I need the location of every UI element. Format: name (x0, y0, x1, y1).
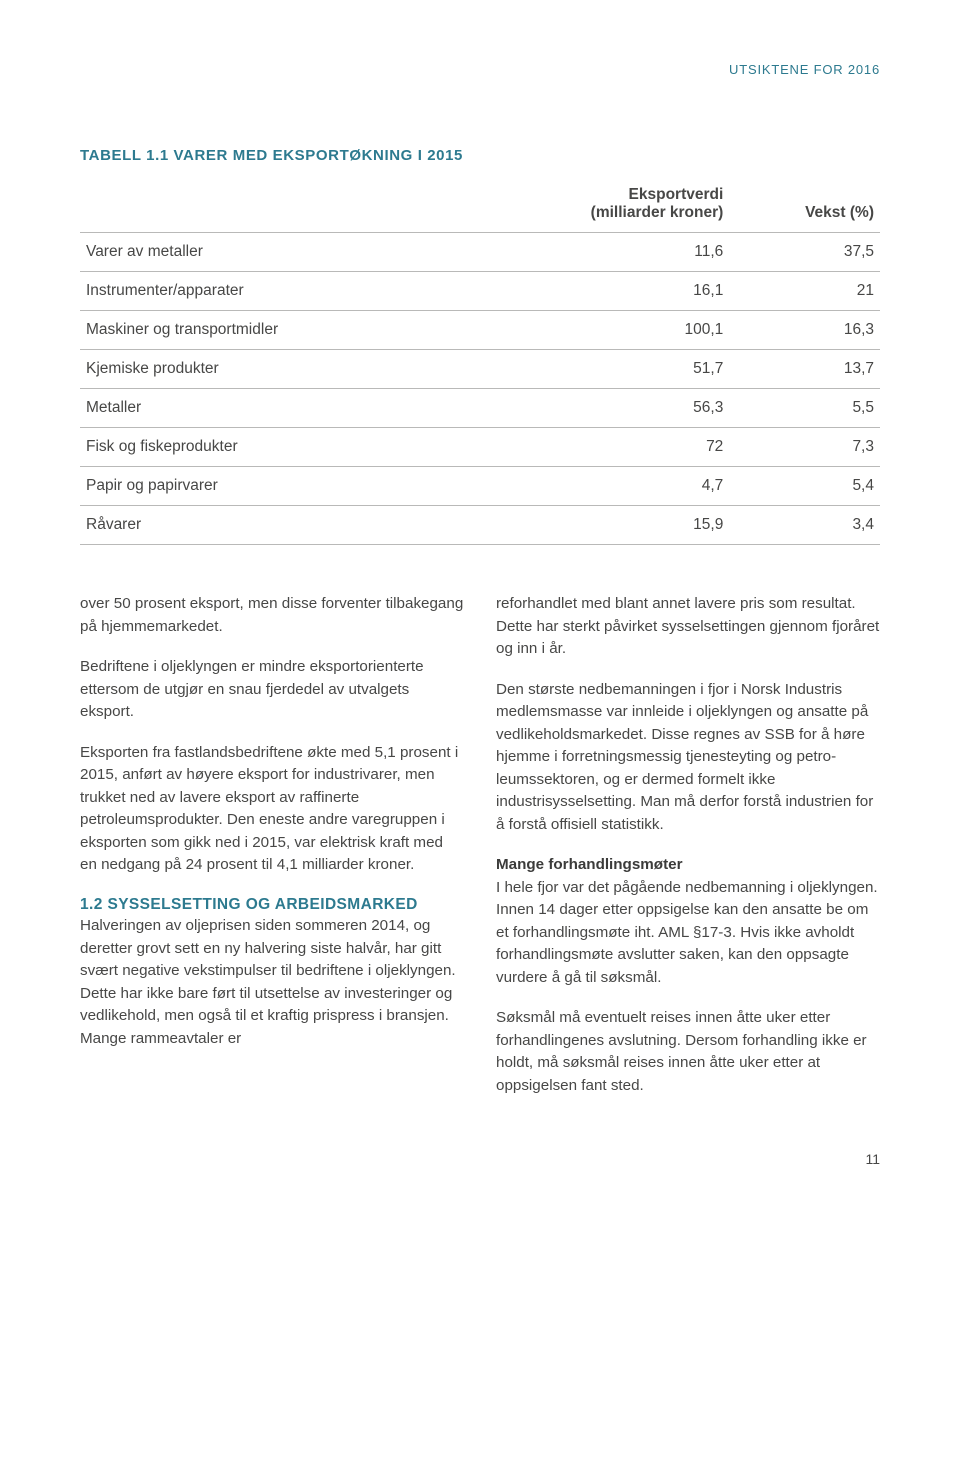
table-row: Fisk og fiskeprodukter 72 7,3 (80, 428, 880, 467)
cell-value: 16,1 (460, 272, 729, 311)
page-number: 11 (80, 1151, 880, 1167)
cell-growth: 3,4 (729, 506, 880, 545)
cell-growth: 7,3 (729, 428, 880, 467)
cell-growth: 16,3 (729, 311, 880, 350)
cell-label: Fisk og fiskeprodukter (80, 428, 460, 467)
cell-value: 15,9 (460, 506, 729, 545)
table-row: Papir og papirvarer 4,7 5,4 (80, 467, 880, 506)
cell-label: Kjemiske produkter (80, 350, 460, 389)
table-row: Instrumenter/apparater 16,1 21 (80, 272, 880, 311)
table-row: Maskiner og transportmidler 100,1 16,3 (80, 311, 880, 350)
cell-value: 51,7 (460, 350, 729, 389)
left-column: over 50 prosent eksport, men disse forve… (80, 593, 464, 1115)
paragraph: over 50 prosent eksport, men disse forve… (80, 593, 464, 638)
table-body: Varer av metaller 11,6 37,5 Instrumenter… (80, 233, 880, 545)
paragraph: Halveringen av oljeprisen siden sommeren… (80, 917, 456, 1047)
cell-growth: 5,4 (729, 467, 880, 506)
table-header-row: Eksportverdi (milliarder kroner) Vekst (… (80, 178, 880, 233)
cell-value: 56,3 (460, 389, 729, 428)
section-heading: 1.2 SYSSELSETTING OG ARBEIDSMARKED (80, 895, 464, 916)
table-row: Metaller 56,3 5,5 (80, 389, 880, 428)
table-row: Varer av metaller 11,6 37,5 (80, 233, 880, 272)
table-title: TABELL 1.1 VARER MED EKSPORTØKNING I 201… (80, 147, 880, 164)
right-column: reforhandlet med blant annet lavere pris… (496, 593, 880, 1115)
col-header-eksportverdi: Eksportverdi (milliarder kroner) (460, 178, 729, 233)
cell-label: Papir og papirvarer (80, 467, 460, 506)
cell-label: Varer av metaller (80, 233, 460, 272)
cell-value: 4,7 (460, 467, 729, 506)
table-row: Kjemiske produkter 51,7 13,7 (80, 350, 880, 389)
paragraph: I hele fjor var det pågående nedbemannin… (496, 879, 878, 986)
cell-value: 100,1 (460, 311, 729, 350)
header-section-label: UTSIKTENE FOR 2016 (80, 62, 880, 77)
cell-growth: 13,7 (729, 350, 880, 389)
paragraph: reforhandlet med blant annet lavere pris… (496, 593, 880, 661)
body-columns: over 50 prosent eksport, men disse forve… (80, 593, 880, 1115)
cell-label: Instrumenter/apparater (80, 272, 460, 311)
cell-growth: 21 (729, 272, 880, 311)
cell-value: 11,6 (460, 233, 729, 272)
col-header-blank (80, 178, 460, 233)
cell-label: Råvarer (80, 506, 460, 545)
cell-label: Maskiner og transportmidler (80, 311, 460, 350)
export-table: Eksportverdi (milliarder kroner) Vekst (… (80, 178, 880, 545)
subsection-heading: Mange forhandlingsmøter (496, 854, 880, 877)
col-header-vekst: Vekst (%) (729, 178, 880, 233)
paragraph: Søksmål må eventuelt reises innen åtte u… (496, 1007, 880, 1097)
cell-label: Metaller (80, 389, 460, 428)
table-row: Råvarer 15,9 3,4 (80, 506, 880, 545)
cell-growth: 37,5 (729, 233, 880, 272)
paragraph: Den største nedbemanningen i fjor i Nors… (496, 679, 880, 837)
paragraph: Bedriftene i oljeklyngen er mindre ekspo… (80, 656, 464, 724)
page: UTSIKTENE FOR 2016 TABELL 1.1 VARER MED … (0, 0, 960, 1207)
cell-growth: 5,5 (729, 389, 880, 428)
paragraph: Eksporten fra fastlandsbedriftene økte m… (80, 742, 464, 877)
cell-value: 72 (460, 428, 729, 467)
